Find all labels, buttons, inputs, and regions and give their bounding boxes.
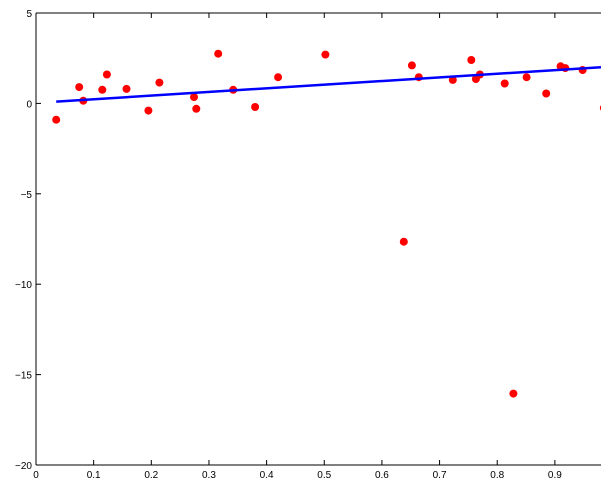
data-point bbox=[122, 84, 131, 93]
plot-background bbox=[36, 13, 601, 465]
data-point bbox=[214, 49, 223, 58]
x-tick-label: 0.3 bbox=[202, 470, 216, 481]
y-tick-label: −10 bbox=[15, 280, 32, 291]
data-point bbox=[192, 104, 201, 113]
data-point bbox=[522, 73, 531, 82]
data-point bbox=[251, 103, 260, 111]
data-point bbox=[274, 73, 283, 82]
data-point bbox=[407, 61, 416, 70]
y-axis-ticks: −20 −15 −10 −5 0 5 bbox=[15, 9, 41, 472]
y-tick-label: −15 bbox=[15, 371, 32, 382]
data-point bbox=[98, 85, 107, 94]
data-point bbox=[144, 106, 153, 115]
data-point bbox=[102, 70, 111, 79]
data-point bbox=[75, 83, 84, 92]
data-point bbox=[155, 78, 164, 87]
x-tick-label: 0 bbox=[33, 470, 39, 481]
data-point bbox=[52, 115, 61, 124]
x-tick-label: 0.7 bbox=[433, 470, 447, 481]
x-tick-label: 0.2 bbox=[144, 470, 158, 481]
data-marks bbox=[52, 49, 601, 398]
x-axis-ticks: 0 0.1 0.2 0.3 0.4 0.5 0.6 0.7 0.8 0.9 bbox=[33, 13, 562, 481]
y-tick-label: −5 bbox=[21, 190, 33, 201]
y-tick-label: 5 bbox=[26, 9, 32, 20]
data-point bbox=[509, 389, 518, 398]
data-point bbox=[500, 79, 509, 88]
data-point bbox=[542, 89, 551, 98]
data-point bbox=[467, 56, 476, 64]
data-point bbox=[399, 237, 408, 246]
x-tick-label: 0.1 bbox=[87, 470, 101, 481]
y-tick-label: 0 bbox=[26, 99, 32, 110]
fit-line bbox=[56, 65, 601, 103]
x-tick-label: 0.9 bbox=[548, 470, 562, 481]
x-tick-label: 0.6 bbox=[375, 470, 389, 481]
data-point bbox=[321, 50, 330, 59]
x-tick-label: 0.8 bbox=[490, 470, 504, 481]
y-tick-label: −20 bbox=[15, 461, 32, 472]
x-tick-label: 0.5 bbox=[317, 470, 331, 481]
data-point bbox=[190, 93, 198, 102]
x-tick-label: 0.4 bbox=[260, 470, 274, 481]
